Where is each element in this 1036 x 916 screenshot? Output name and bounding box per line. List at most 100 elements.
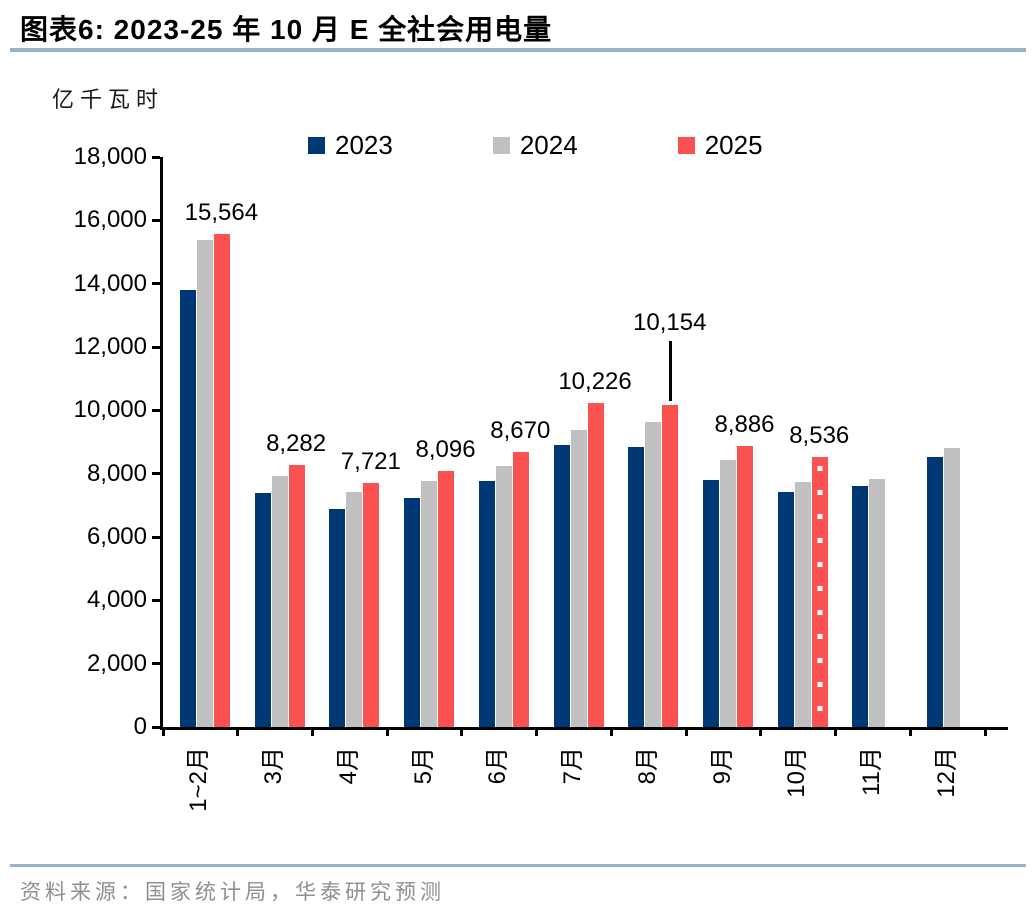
y-axis-tick (152, 218, 160, 222)
x-axis-tick (908, 727, 912, 736)
bar-group-3月: 8,282 (238, 157, 326, 727)
y-axis-tick-label: 8,000 (86, 459, 147, 487)
bar-2023-8月 (628, 447, 645, 727)
x-axis-label-12月: 12月 (910, 745, 985, 855)
x-axis-tick (236, 727, 240, 736)
data-label: 8,670 (490, 417, 551, 445)
data-label: 8,282 (266, 429, 327, 457)
title-rule (10, 48, 1026, 52)
x-axis-label-9月: 9月 (686, 745, 761, 855)
y-axis-tick (152, 535, 160, 539)
y-axis-tick-label: 4,000 (86, 586, 147, 614)
x-axis-label-text: 11月 (857, 747, 885, 796)
y-axis-tick (152, 725, 160, 729)
x-axis-label-5月: 5月 (387, 745, 462, 855)
bar-2023-12月 (927, 457, 944, 727)
legend-label: 2025 (704, 130, 763, 160)
bar-group-5月: 8,096 (387, 157, 476, 727)
bar-2025-8月 (662, 405, 679, 727)
bar-group-10月: 8,536 (761, 157, 849, 727)
y-axis-tick-label: 0 (133, 713, 147, 740)
bar-2025-9月 (737, 445, 753, 727)
bar-2025-4月 (363, 482, 380, 727)
data-label: 10,154 (633, 309, 707, 337)
x-axis-tick (834, 727, 838, 736)
data-label: 8,096 (415, 435, 476, 463)
bar-2023-5月 (404, 498, 421, 727)
legend-marker-2024 (492, 137, 510, 154)
source-rule (10, 864, 1026, 867)
data-label: 8,536 (789, 421, 850, 449)
bar-2023-6月 (478, 480, 495, 727)
x-axis-tick (609, 727, 613, 736)
x-axis-label-text: 9月 (708, 747, 736, 785)
legend-item-2024: 2024 (492, 130, 578, 161)
y-axis-tick (152, 408, 160, 412)
bar-2024-5月 (421, 480, 438, 727)
bar-2025-1~2月 (213, 234, 230, 727)
bar-2023-3月 (254, 492, 271, 727)
plot-area: 0 2,000 4,000 6,000 8,000 10,000 12,000 14,000 1… (74, 145, 1008, 812)
data-label: 10,226 (558, 368, 632, 396)
bar-2024-1~2月 (196, 239, 213, 727)
bar-2023-9月 (703, 479, 719, 727)
x-axis-tick (385, 727, 389, 736)
y-axis-tick (152, 345, 160, 349)
y-axis-tick-label: 6,000 (86, 523, 147, 550)
x-axis-label-text: 4月 (334, 747, 362, 785)
x-axis-label-text: 5月 (409, 747, 437, 785)
x-axis-label-11月: 11月 (836, 745, 911, 855)
x-axis-label-text: 1~2月 (185, 747, 213, 812)
bar-group-9月: 8,886 (686, 157, 775, 727)
y-axis-tick-label: 2,000 (86, 649, 147, 677)
x-axis-label-1~2月: 1~2月 (163, 745, 238, 855)
bar-2025-5月 (438, 470, 455, 727)
bar-2023-1~2月 (179, 290, 196, 727)
bar-2024-11月 (869, 479, 886, 727)
x-axis-label-text: 12月 (932, 747, 960, 798)
data-label: 8,886 (714, 410, 775, 438)
bar-2025-7月 (587, 403, 604, 727)
data-label: 15,564 (184, 199, 259, 227)
bar-2024-8月 (645, 422, 662, 727)
x-axis-tick (310, 727, 314, 736)
x-axis-label-text: 7月 (559, 747, 587, 785)
bar-group-8月: 10,154 (611, 157, 706, 727)
x-axis-label-text: 6月 (484, 747, 512, 785)
bar-2023-4月 (329, 508, 346, 727)
legend-marker-2023 (308, 137, 325, 154)
x-axis-tick (535, 727, 539, 736)
bar-2024-12月 (944, 448, 961, 727)
x-axis-tick (983, 727, 987, 736)
bar-2024-9月 (720, 460, 736, 727)
bar-group-7月: 10,226 (537, 157, 632, 727)
legend-label: 2023 (335, 130, 393, 160)
figure-title: 图表6: 2023-25 年 10 月 E 全社会用电量 (20, 14, 553, 45)
bar-2023-10月 (777, 491, 794, 727)
y-axis-tick (152, 662, 160, 666)
x-axis-tick (759, 727, 763, 736)
y-axis-tick (152, 282, 160, 286)
bar-group-1~2月: 15,564 (163, 157, 258, 727)
y-axis-tick (152, 155, 160, 159)
bar-group-11月 (836, 157, 911, 727)
y-axis-unit-label: 亿千瓦时 (52, 87, 165, 112)
data-label: 7,721 (340, 447, 401, 475)
y-axis-tick-label: 18,000 (73, 143, 147, 170)
x-axis-label-10月: 10月 (761, 745, 836, 855)
x-axis-label-4月: 4月 (312, 745, 387, 855)
x-axis-label-7月: 7月 (537, 745, 612, 855)
legend-item-2025: 2025 (677, 130, 763, 161)
label-leader-line (668, 341, 672, 402)
y-axis-tick-label: 10,000 (73, 396, 147, 424)
x-axis-label-8月: 8月 (611, 745, 686, 855)
bar-2025-3月 (288, 464, 305, 727)
bar-2025-6月 (512, 452, 529, 727)
bar-2023-11月 (852, 485, 869, 727)
y-axis-tick (152, 472, 160, 476)
y-axis-tick-label: 14,000 (73, 269, 147, 297)
y-axis-tick-label: 16,000 (73, 206, 147, 234)
x-axis-tick (684, 727, 688, 736)
chart-legend: 2023 2024 2025 (160, 130, 1005, 161)
